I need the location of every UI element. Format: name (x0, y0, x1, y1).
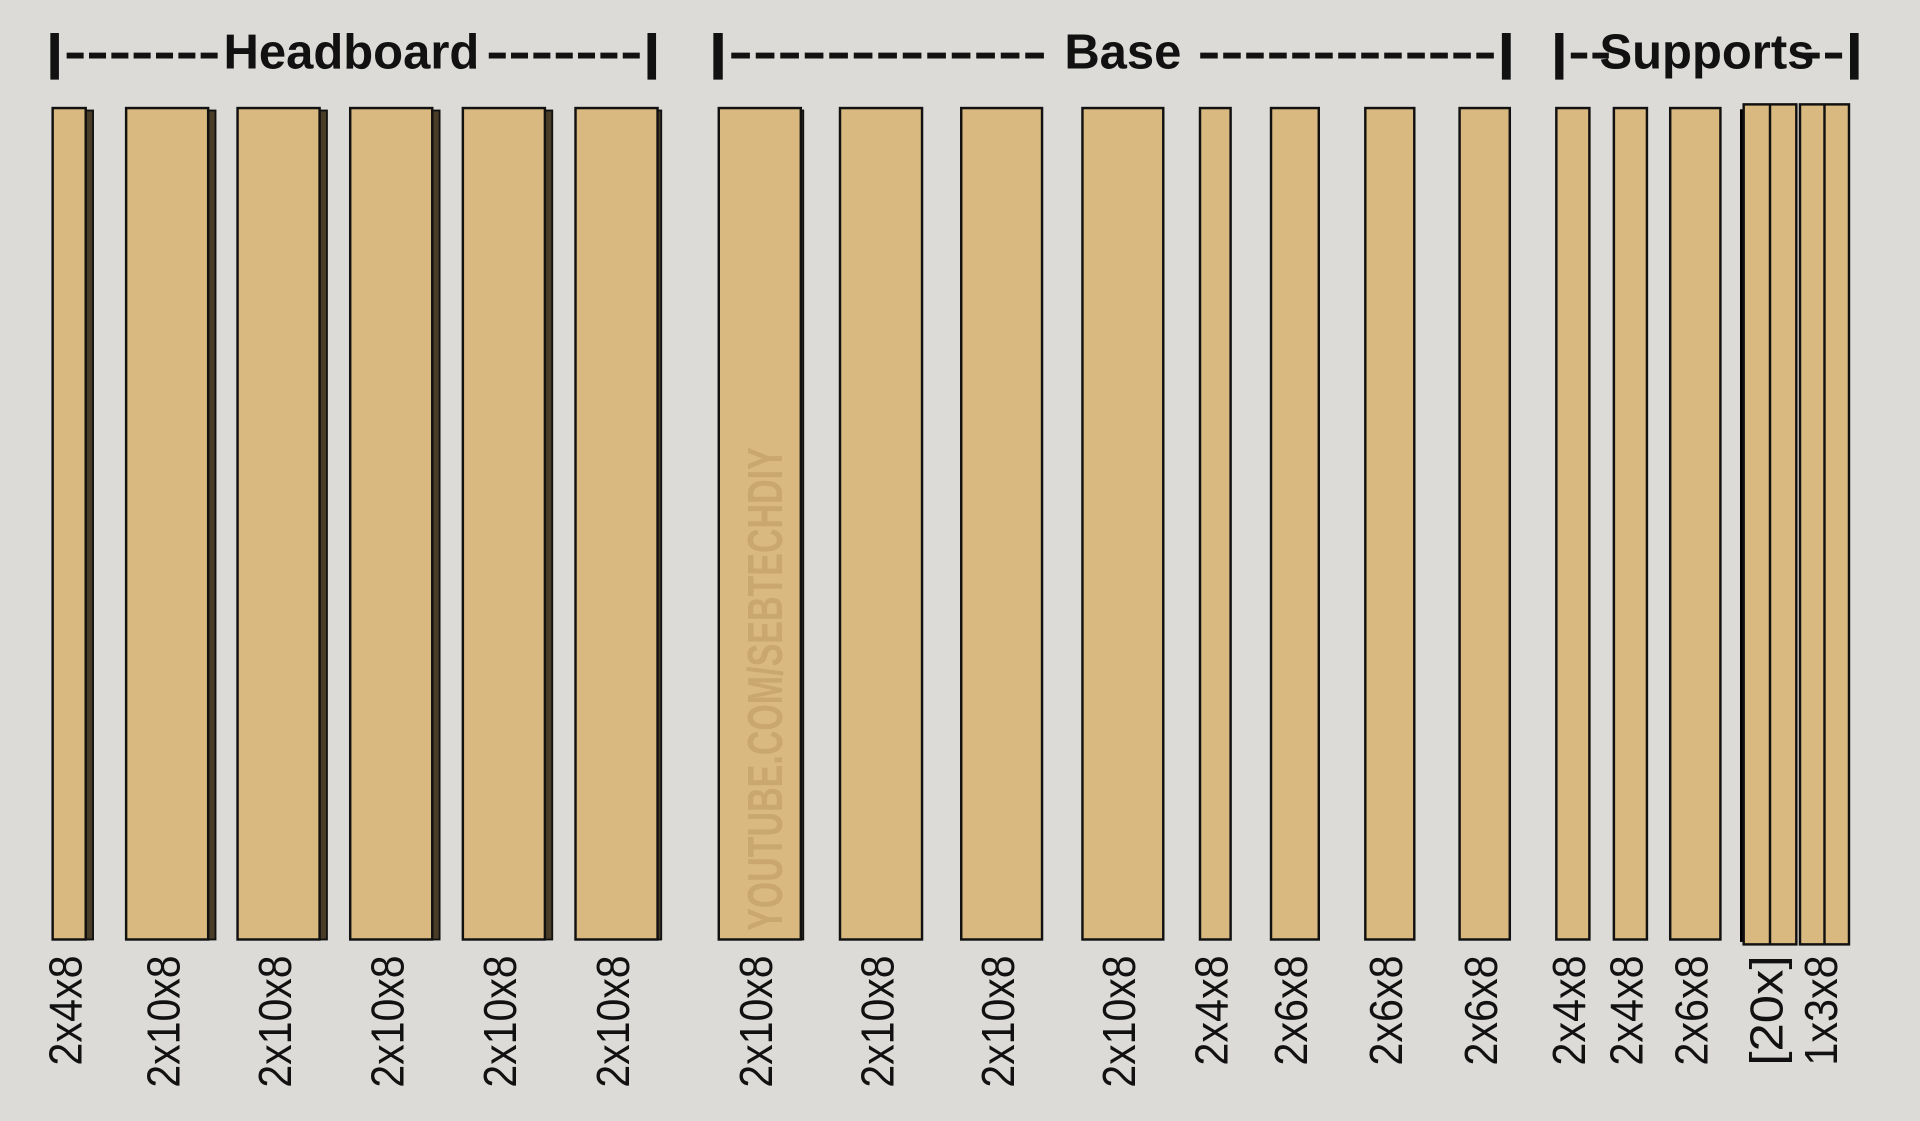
board (1364, 106, 1416, 941)
board (1269, 106, 1320, 941)
board-label: 2x10x8 (730, 955, 782, 1087)
board (236, 106, 321, 941)
board-label: 2x4x8 (1543, 955, 1595, 1065)
board-label: 2x6x8 (1455, 955, 1507, 1065)
board (124, 106, 210, 941)
board (348, 106, 434, 941)
board-label: 2x6x8 (1360, 955, 1412, 1065)
board-label: 1x3x8 (1795, 955, 1847, 1065)
group-title: Supports (1599, 25, 1814, 79)
watermark: YOUTUBE.COM/SEBTECHDIY (739, 447, 793, 931)
board-label: 2x10x8 (1093, 955, 1145, 1087)
group-title: Base (1064, 25, 1181, 79)
header-dashes: -------| (486, 25, 661, 79)
board (574, 106, 659, 941)
board-label: 2x10x8 (362, 955, 414, 1087)
board (838, 106, 924, 941)
board-label: 2x10x8 (972, 955, 1024, 1087)
board-label: 2x10x8 (249, 955, 301, 1087)
board-label: 2x6x8 (1666, 955, 1718, 1065)
board (1458, 106, 1512, 941)
board-label: 2x4x8 (1186, 955, 1238, 1065)
board-label: 2x10x8 (137, 955, 189, 1087)
board (1081, 106, 1165, 941)
board (461, 106, 547, 941)
header-dashes: |------------- (708, 25, 1047, 79)
board (717, 106, 803, 941)
board-label: 2x4x8 (1601, 955, 1653, 1065)
board-label: 2x4x8 (39, 955, 91, 1065)
board (1668, 106, 1722, 941)
board (960, 106, 1044, 941)
header-dashes: --| (1800, 25, 1864, 79)
board (1612, 106, 1649, 941)
header-dashes: |-- (1550, 25, 1611, 79)
board-label: 2x10x8 (474, 955, 526, 1087)
board (1198, 106, 1232, 941)
header-dashes: |------- (45, 25, 220, 79)
board (51, 106, 87, 941)
board-label: 2x6x8 (1265, 955, 1317, 1065)
board-label: [20x] (1740, 955, 1792, 1065)
board-label: 2x10x8 (851, 955, 903, 1087)
group-title: Headboard (224, 25, 480, 79)
header-dashes: -------------| (1198, 25, 1516, 79)
board-label: 2x10x8 (587, 955, 639, 1087)
board (1555, 106, 1591, 941)
